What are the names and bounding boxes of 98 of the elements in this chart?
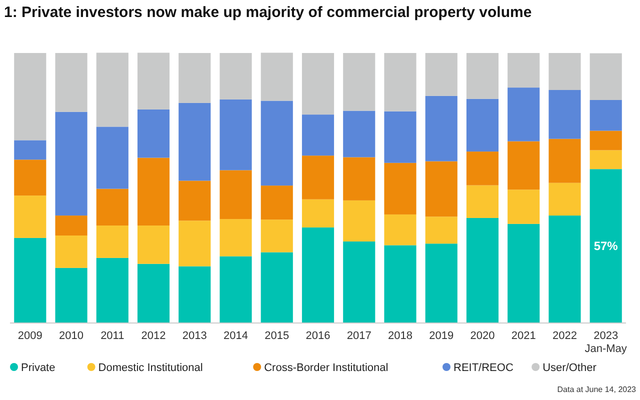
bar <box>220 219 252 256</box>
bar <box>425 53 458 96</box>
bar <box>178 102 211 181</box>
x-tick-label: 2015 <box>264 330 290 342</box>
bar <box>14 140 46 160</box>
bar <box>343 157 376 200</box>
x-tick-label: 2011 <box>100 330 124 342</box>
bar <box>137 226 170 264</box>
x-tick-label: 2012 <box>141 330 166 342</box>
bar <box>425 244 458 323</box>
bar <box>55 112 88 216</box>
bar <box>590 169 622 323</box>
bar <box>508 190 540 224</box>
bar <box>508 224 540 323</box>
bar <box>302 199 334 228</box>
data-label: 57% <box>594 239 618 254</box>
bar <box>425 161 458 217</box>
x-tick-label: 2014 <box>224 330 248 342</box>
bar <box>343 110 376 158</box>
bar <box>343 241 376 323</box>
x-tick-label: 2019 <box>429 330 454 342</box>
x-tick-label: 2018 <box>388 330 412 342</box>
bar <box>425 96 458 162</box>
bar <box>590 100 622 131</box>
legend-label: Private <box>21 362 56 374</box>
bar <box>14 196 46 238</box>
bar <box>590 150 622 170</box>
bar <box>384 245 416 323</box>
bar <box>260 220 293 252</box>
bar <box>508 53 540 88</box>
bar <box>548 53 581 90</box>
bar <box>466 98 499 152</box>
bar <box>260 252 293 323</box>
legend-label: REIT/REOC <box>454 362 514 374</box>
x-tick-label: 2017 <box>346 330 372 342</box>
legend-label: User/Other <box>542 362 597 374</box>
bar <box>302 227 334 323</box>
bar <box>590 130 622 150</box>
x-tick-label: 2010 <box>59 330 84 342</box>
x-tick-label: 2022 <box>552 330 577 342</box>
bar <box>260 100 293 186</box>
bar <box>466 218 499 323</box>
bar <box>137 158 170 226</box>
bar <box>590 53 622 100</box>
bar <box>178 53 211 103</box>
bar <box>384 214 416 246</box>
bar <box>96 226 128 258</box>
bar <box>302 53 334 115</box>
bar <box>548 216 581 323</box>
bar <box>96 126 128 189</box>
x-tick-label: 2016 <box>306 330 330 342</box>
bar <box>14 53 46 140</box>
bar <box>220 53 252 100</box>
legend-label: Domestic Institutional <box>98 362 203 374</box>
bar <box>55 216 88 236</box>
bar <box>302 156 334 200</box>
bar <box>14 160 46 196</box>
bar <box>55 236 88 268</box>
legend-label: Cross-Border Institutional <box>264 362 388 374</box>
bar <box>384 53 416 112</box>
bar <box>548 138 581 183</box>
bar <box>508 141 540 190</box>
bar <box>55 53 88 112</box>
bar <box>466 53 499 99</box>
bar <box>220 99 252 170</box>
x-tick-label: 2020 <box>470 330 495 342</box>
bar <box>178 180 211 221</box>
bar <box>548 90 581 139</box>
text: Data at June 14, 2023 <box>557 385 637 394</box>
bar <box>14 238 46 323</box>
chart-title: 1: Private investors now make up majority of commercial property volume <box>4 4 532 21</box>
bar <box>260 52 293 101</box>
bar <box>260 186 293 220</box>
bar <box>220 170 252 220</box>
bar <box>343 200 376 242</box>
bar <box>137 264 170 323</box>
bar <box>178 220 211 266</box>
bar <box>96 258 128 323</box>
bar <box>302 114 334 156</box>
bar <box>55 268 88 323</box>
bar <box>137 52 170 110</box>
bar <box>466 152 499 186</box>
bar <box>96 188 128 226</box>
x-tick-label: 2023 Jan-May <box>584 330 628 355</box>
bar <box>384 111 416 163</box>
bar <box>466 185 499 218</box>
bar <box>425 216 458 244</box>
x-tick-label: 2013 <box>182 330 207 342</box>
bar <box>137 109 170 158</box>
x-tick-label: 2009 <box>18 330 42 342</box>
bar <box>96 52 128 127</box>
bar <box>548 182 581 216</box>
bar <box>178 266 211 323</box>
bar <box>220 256 252 323</box>
bar <box>343 53 376 111</box>
bar <box>508 88 540 142</box>
bar <box>384 162 416 214</box>
x-tick-label: 2021 <box>511 330 536 342</box>
